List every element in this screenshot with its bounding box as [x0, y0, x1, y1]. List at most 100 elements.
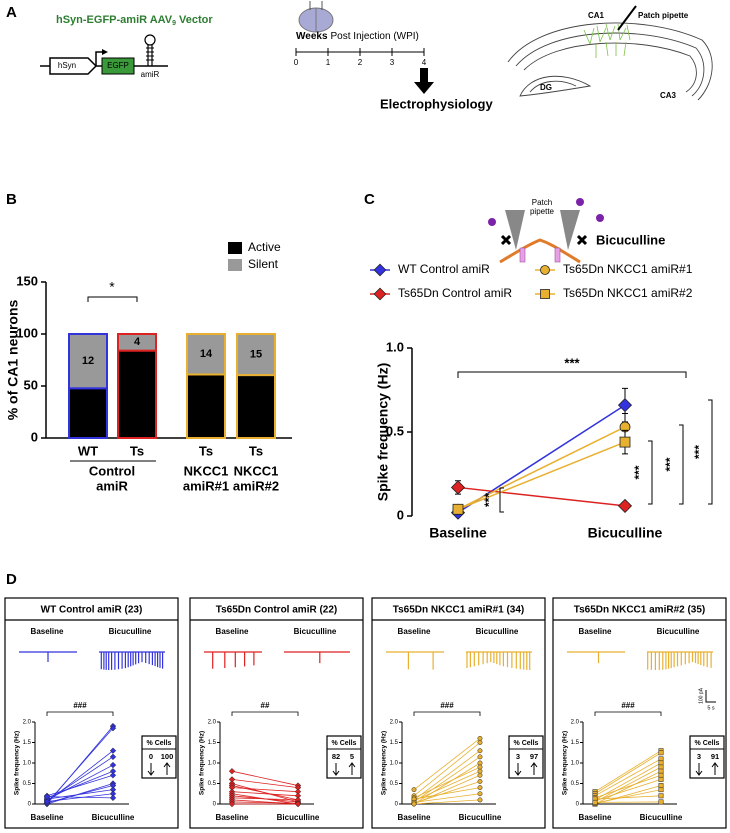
y-tick-label: 1.0: [571, 761, 580, 767]
group-label: NKCC1: [234, 463, 279, 478]
count-label: 12: [82, 355, 94, 367]
marker: [617, 498, 633, 513]
legend-marker: [540, 265, 550, 275]
count-label: 15: [250, 348, 262, 360]
series-line: [457, 404, 626, 514]
timeline: 0 1 2 3 4: [294, 48, 427, 67]
y-tick-label: 0: [31, 429, 38, 444]
significance: *: [109, 279, 115, 295]
group-label: amiR: [96, 478, 128, 493]
marker: [477, 760, 483, 766]
bracket: [457, 371, 687, 378]
pair-line: [231, 801, 299, 804]
y-axis-label: Spike frequency (Hz): [381, 731, 388, 795]
timeline-bold: Weeks: [296, 31, 328, 42]
pair-line: [231, 770, 299, 786]
marker: [477, 797, 483, 803]
pair-line: [231, 791, 299, 797]
cells-box: [508, 735, 544, 779]
x-tick-label: Bicuculline: [277, 813, 320, 822]
marker: [228, 767, 236, 775]
marker: [477, 791, 483, 797]
bar-segment: [236, 333, 276, 377]
group-label: Control: [89, 463, 135, 478]
marker: [477, 735, 483, 741]
marker: [411, 801, 417, 807]
marker: [294, 800, 302, 808]
y-tick-label: 0.5: [571, 781, 580, 787]
marker: [43, 798, 51, 805]
legend-swatch: [228, 259, 242, 271]
panel-title: Ts65Dn Control amiR (22): [216, 605, 338, 616]
marker: [452, 503, 464, 515]
pair-line: [594, 758, 662, 797]
panel-title: Ts65Dn NKCC1 amiR#2 (35): [574, 605, 706, 616]
count-label: 22: [200, 400, 212, 412]
x-tick-label: Ts: [249, 443, 263, 458]
count-label: 11: [82, 407, 94, 419]
panel-label: D: [6, 571, 17, 588]
cells-down: 0: [149, 752, 153, 761]
arrow-down: [332, 763, 340, 776]
bar-segment: [186, 333, 226, 376]
panel-frame: [552, 597, 727, 829]
timeline-label: 1: [326, 58, 331, 67]
y-tick-label: 1.5: [390, 740, 399, 746]
x-tick-label: Ts: [199, 443, 213, 458]
pair-line: [46, 796, 114, 799]
bracket: [708, 399, 713, 505]
y-tick-label: 100: [16, 325, 38, 340]
legend-label: Silent: [248, 257, 279, 271]
significance-bracket: [231, 711, 299, 716]
legend-label: Ts65Dn Control amiR: [398, 286, 512, 300]
trace: [204, 651, 262, 669]
y-tick-label: 0: [576, 802, 580, 808]
count-label: 4: [134, 336, 141, 348]
timeline-text: Post Injection (WPI): [331, 31, 419, 42]
panel-label: B: [6, 191, 17, 208]
brain-icon: [298, 1, 334, 33]
region-label: CA3: [660, 91, 677, 100]
pair-line: [231, 779, 299, 788]
x-tick-label: Baseline: [31, 813, 64, 822]
pair-line: [231, 785, 299, 801]
pair-line: [413, 799, 481, 805]
trace: [466, 651, 532, 670]
bracket: [648, 440, 653, 505]
cells-box: [141, 735, 177, 779]
trace: [284, 651, 350, 664]
marker: [658, 799, 664, 805]
bar-segment: [117, 333, 157, 352]
annotation: ***: [692, 445, 706, 459]
pair-line: [46, 789, 114, 800]
group-label: NKCC1: [184, 463, 229, 478]
marker: [658, 764, 664, 770]
arrow-down: [514, 763, 522, 776]
pair-line: [413, 770, 481, 802]
legend-marker: [373, 287, 387, 301]
arrow: [414, 68, 434, 94]
cells-down: 3: [697, 752, 701, 761]
panel-title: Ts65Dn NKCC1 amiR#1 (34): [393, 605, 525, 616]
marker: [477, 772, 483, 778]
bar-segment: [68, 333, 108, 390]
marker: [228, 800, 236, 808]
y-tick-label: 0.5: [386, 423, 404, 438]
x-tick-label: Baseline: [216, 813, 249, 822]
pair-line: [594, 774, 662, 799]
marker: [450, 480, 466, 495]
marker: [658, 750, 664, 756]
legend-label: WT Control amiR: [398, 262, 490, 276]
y-axis-label: Spike frequency (Hz): [562, 731, 569, 795]
timeline-title: Weeks Post Injection (WPI): [296, 31, 419, 42]
y-tick-label: 1.0: [208, 761, 217, 767]
y-axis-label: Spike frequency (Hz): [199, 731, 206, 795]
y-tick-label: 1.5: [208, 740, 217, 746]
marker: [658, 793, 664, 799]
arrow-up: [530, 762, 538, 775]
panel-label: C: [364, 191, 375, 208]
x-tick-label: Bicuculline: [92, 813, 135, 822]
series-line: [457, 426, 626, 510]
y-tick-label: 0.5: [208, 781, 217, 787]
